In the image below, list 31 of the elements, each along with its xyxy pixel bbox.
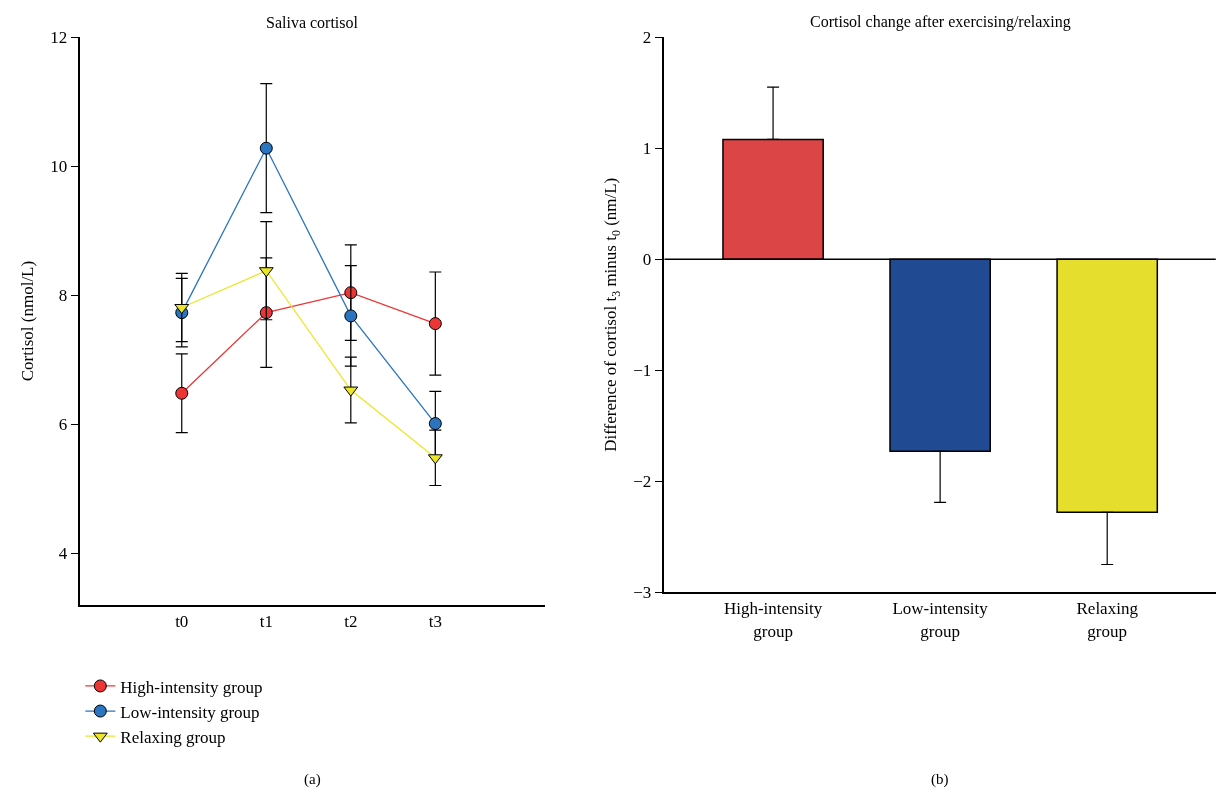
- y-tick-label: 1: [642, 139, 652, 159]
- y-tick-label: −1: [633, 361, 652, 381]
- text: (b): [931, 771, 949, 788]
- point: [428, 317, 442, 331]
- legend-label: Relaxing group: [120, 727, 226, 747]
- y-tick-label: −2: [633, 472, 652, 492]
- text: (a): [304, 771, 321, 788]
- x-tick-label: Relaxing group: [1076, 599, 1139, 641]
- point: [175, 386, 189, 400]
- y-tick-label: 8: [58, 286, 68, 306]
- x-tick-label: t1: [259, 611, 273, 631]
- y-tick-label: 10: [50, 157, 68, 177]
- x-tick-label: t0: [175, 611, 189, 631]
- y-tick-label: 12: [50, 28, 68, 48]
- x-tick-label: t2: [344, 611, 358, 631]
- x-tick-label: High-intensity group: [723, 599, 823, 641]
- legend-label: High-intensity group: [120, 677, 263, 697]
- y-tick-label: −3: [633, 583, 652, 603]
- y-tick-label: 6: [58, 415, 68, 435]
- legend-label: Low-intensity group: [120, 702, 260, 722]
- y-tick-label: 4: [58, 544, 68, 564]
- point: [259, 141, 273, 155]
- point: [344, 309, 358, 323]
- point: [428, 417, 442, 431]
- x-tick-label: t3: [428, 611, 442, 631]
- chart-title: Saliva cortisol: [266, 14, 359, 31]
- y-tick-label: 2: [642, 28, 652, 48]
- chart-title: Cortisol change after exercising/relaxing: [810, 13, 1071, 31]
- x-tick-label: Low-intensity group: [892, 599, 989, 641]
- y-axis-title: Cortisol (nmol/L): [18, 260, 38, 382]
- y-tick-label: 0: [642, 250, 652, 270]
